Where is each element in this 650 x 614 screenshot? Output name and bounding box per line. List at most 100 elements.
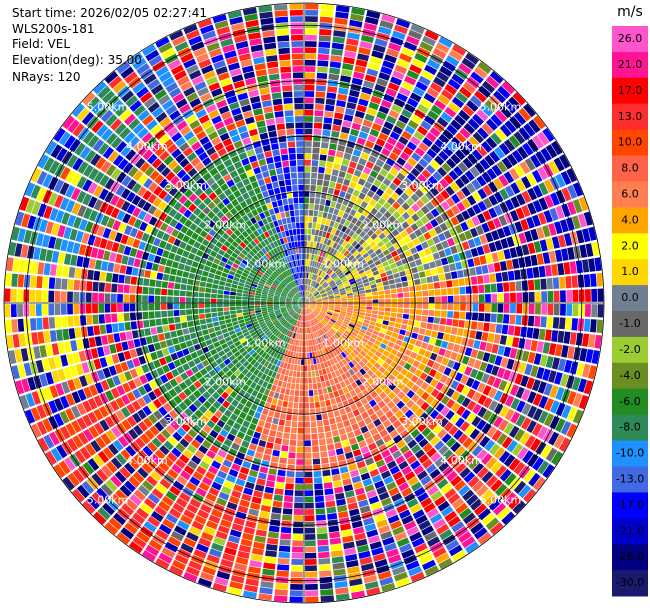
velocity-gate	[296, 352, 299, 358]
velocity-gate	[305, 553, 316, 559]
velocity-gate	[434, 282, 440, 289]
velocity-gate	[19, 259, 26, 272]
velocity-gate	[131, 276, 138, 284]
velocity-gate	[504, 304, 510, 313]
velocity-gate	[44, 263, 51, 275]
velocity-gate	[321, 4, 335, 11]
velocity-gate	[211, 289, 217, 294]
velocity-gate	[337, 505, 347, 512]
velocity-gate	[299, 397, 303, 403]
velocity-gate	[540, 316, 547, 327]
velocity-gate	[308, 378, 312, 384]
velocity-gate	[200, 281, 206, 287]
velocity-gate	[441, 304, 447, 310]
velocity-gate	[230, 296, 236, 300]
velocity-gate	[296, 465, 304, 471]
velocity-gate	[132, 267, 139, 276]
velocity-gate	[340, 133, 349, 140]
velocity-gate	[161, 311, 167, 318]
velocity-gate	[267, 305, 273, 307]
velocity-gate	[236, 293, 242, 297]
velocity-gate	[217, 294, 223, 298]
velocity-gate	[324, 374, 329, 380]
velocity-gate	[398, 334, 405, 340]
velocity-gate	[327, 444, 334, 451]
velocity-gate	[267, 538, 278, 545]
velocity-gate	[210, 332, 217, 338]
velocity-gate	[555, 344, 563, 356]
velocity-gate	[319, 35, 331, 42]
velocity-gate	[530, 255, 537, 266]
velocity-gate	[18, 319, 25, 332]
velocity-gate	[331, 175, 338, 182]
velocity-gate	[111, 284, 117, 293]
velocity-gate	[261, 505, 271, 512]
velocity-gate	[325, 168, 332, 175]
velocity-gate	[337, 94, 347, 101]
velocity-gate	[451, 327, 458, 335]
velocity-gate	[189, 327, 196, 333]
velocity-gate	[123, 294, 129, 302]
velocity-gate	[479, 255, 486, 264]
velocity-gate	[115, 254, 123, 263]
velocity-gate	[205, 298, 211, 302]
velocity-gate	[331, 131, 340, 138]
velocity-gate	[312, 440, 319, 446]
velocity-gate	[150, 327, 157, 335]
velocity-gate	[318, 48, 330, 55]
velocity-gate	[597, 289, 603, 302]
velocity-gate	[566, 304, 572, 316]
velocity-gate	[325, 380, 330, 386]
velocity-gate	[377, 315, 383, 320]
velocity-gate	[414, 321, 421, 327]
velocity-gate	[271, 385, 277, 392]
velocity-gate	[37, 332, 44, 344]
velocity-gate	[331, 468, 340, 475]
velocity-gate	[305, 166, 311, 172]
velocity-gate	[365, 313, 371, 317]
velocity-gate	[543, 252, 551, 264]
velocity-gate	[337, 422, 344, 429]
velocity-gate	[279, 419, 285, 426]
velocity-gate	[49, 277, 56, 289]
velocity-gate	[315, 98, 324, 104]
velocity-gate	[126, 266, 133, 275]
velocity-gate	[475, 266, 482, 275]
velocity-gate	[387, 275, 394, 280]
velocity-gate	[433, 252, 440, 260]
velocity-gate	[218, 312, 224, 317]
velocity-gate	[112, 323, 119, 332]
velocity-gate	[305, 160, 311, 166]
velocity-gate	[305, 110, 314, 116]
velocity-gate	[322, 464, 330, 471]
velocity-gate	[502, 325, 509, 335]
velocity-gate	[319, 29, 332, 36]
velocity-gate	[491, 284, 497, 293]
velocity-gate	[428, 317, 434, 323]
velocity-gate	[161, 289, 167, 296]
velocity-gate	[284, 395, 289, 401]
velocity-gate	[285, 490, 294, 496]
velocity-gate	[437, 267, 444, 274]
velocity-gate	[271, 424, 278, 431]
velocity-gate	[339, 171, 346, 178]
velocity-gate	[298, 415, 303, 421]
velocity-gate	[64, 341, 72, 353]
velocity-gate	[337, 454, 345, 461]
velocity-gate	[170, 331, 177, 338]
velocity-gate	[196, 250, 203, 257]
velocity-gate	[448, 296, 454, 303]
velocity-gate	[537, 253, 545, 265]
velocity-gate	[163, 325, 170, 332]
velocity-gate	[58, 252, 66, 264]
velocity-gate	[397, 288, 403, 293]
velocity-gate	[299, 347, 302, 353]
velocity-gate	[298, 359, 301, 365]
velocity-gate	[186, 309, 192, 315]
velocity-gate	[378, 311, 384, 315]
velocity-gate	[309, 346, 312, 352]
velocity-gate	[263, 493, 273, 500]
velocity-gate	[262, 428, 269, 435]
velocity-gate	[489, 323, 496, 332]
velocity-gate	[421, 284, 427, 290]
